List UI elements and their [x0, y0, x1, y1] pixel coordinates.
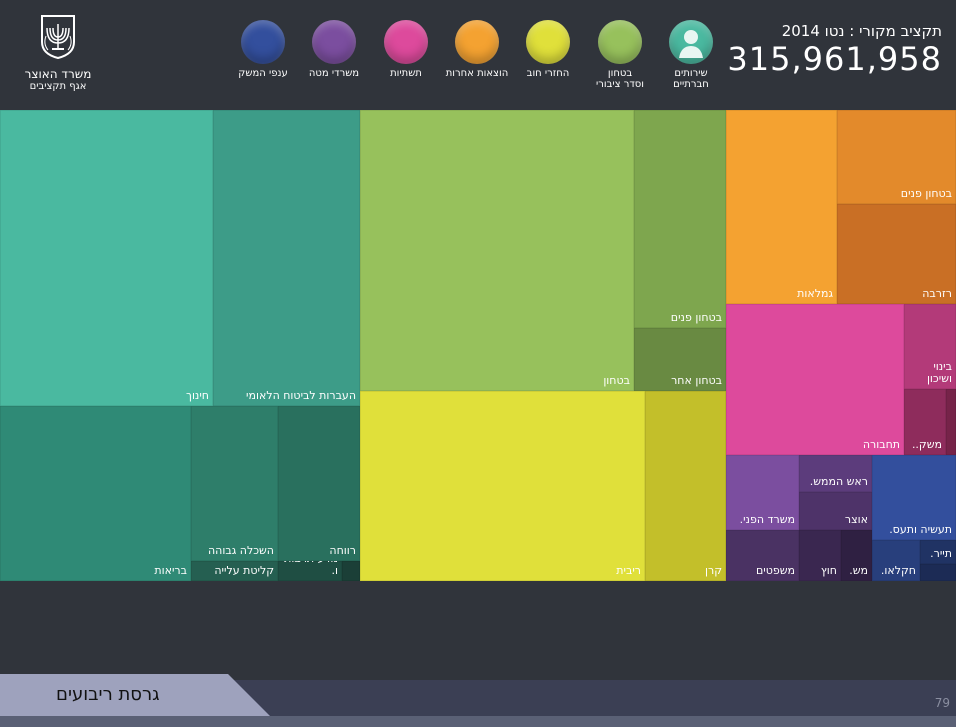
treemap-cell-12[interactable]: קרן	[645, 391, 726, 581]
legend-item-4[interactable]: תשתיות	[364, 20, 448, 79]
treemap-cell-15[interactable]: רזרבה	[837, 204, 956, 304]
treemap-cell-label-22: אוצר	[844, 513, 868, 526]
treemap-cell-18[interactable]: משק..	[904, 389, 946, 455]
legend-label-2: החזרי חוב	[526, 68, 570, 79]
budget-treemap: חינוך העברות לביטוח הלאומי בריאות השכלה גבו…	[0, 110, 956, 581]
treemap-cell-22[interactable]: אוצר	[799, 492, 872, 530]
treemap-cell-label-18: משק..	[911, 438, 942, 451]
treemap-cell-label-13: גמלאות	[797, 287, 833, 300]
department-name: אגף תקציבים	[29, 81, 87, 92]
legend-dot-5[interactable]	[312, 20, 356, 64]
treemap-cell-5[interactable]: רווחה	[278, 406, 360, 561]
treemap-cell-label-17: בינוי ושיכון	[926, 360, 952, 385]
menorah-emblem-icon	[41, 15, 75, 60]
treemap-cell-label-9: בטחון פנים	[670, 311, 722, 324]
treemap-cell-label-28: חקלאו.	[880, 564, 916, 577]
treemap-cell-label-12: קרן	[704, 564, 722, 577]
treemap-cell-label-21: ראש הממש.	[809, 475, 868, 488]
ministry-name: משרד האוצר	[24, 67, 92, 81]
treemap-cell-label-25: מש.	[849, 564, 868, 577]
treemap-cell-label-0: חינוך	[186, 389, 209, 402]
bottom-strip	[0, 716, 956, 727]
treemap-cell-27[interactable]: תעשיה ותעס.	[872, 455, 956, 540]
treemap-cell-21[interactable]: ראש הממש.	[799, 455, 872, 492]
treemap-cell-28[interactable]: חקלאו.	[872, 540, 920, 581]
treemap-cell-2[interactable]: בריאות	[0, 406, 191, 581]
treemap-cell-1[interactable]: העברות לביטוח הלאומי	[213, 110, 360, 406]
treemap-cell-label-14: בטחון פנים	[900, 187, 952, 200]
treemap-cell-16[interactable]: תחבורה	[726, 304, 904, 455]
legend-label-3: הוצאות אחרות	[445, 68, 509, 79]
legend-label-0: שירותים חברתיים	[673, 68, 709, 90]
treemap-cell-label-24: חוץ	[820, 564, 837, 577]
legend-label-4: תשתיות	[390, 68, 422, 79]
treemap-cell-10[interactable]: בטחון אחר	[634, 328, 726, 391]
treemap-cell-label-16: תחבורה	[862, 438, 900, 451]
treemap-cell-label-10: בטחון אחר	[671, 374, 722, 387]
treemap-cell-11[interactable]: ריבית	[360, 391, 645, 581]
person-icon	[679, 30, 703, 58]
legend-label-5: משרדי מטה	[308, 68, 360, 79]
treemap-cell-3[interactable]: השכלה גבוהה	[191, 406, 278, 561]
treemap-cell-30[interactable]	[920, 564, 956, 581]
treemap-cell-label-1: העברות לביטוח הלאומי	[246, 389, 356, 402]
treemap-cell-7[interactable]	[342, 561, 360, 581]
footer-tab-shape	[0, 674, 270, 716]
treemap-cell-label-20: משרד הפני.	[739, 513, 795, 526]
legend-item-2[interactable]: החזרי חוב	[506, 20, 590, 79]
treemap-cell-4[interactable]: קליטת עלייה	[191, 561, 278, 581]
treemap-cell-8[interactable]: בטחון	[360, 110, 634, 391]
legend-item-5[interactable]: משרדי מטה	[292, 20, 376, 79]
treemap-cell-19[interactable]	[946, 389, 956, 455]
legend-dot-6[interactable]	[241, 20, 285, 64]
legend-item-1[interactable]: בטחון וסדר ציבורי	[578, 20, 662, 90]
treemap-cell-0[interactable]: חינוך	[0, 110, 213, 406]
treemap-cell-25[interactable]: מש.	[841, 530, 872, 581]
treemap-cell-20[interactable]: משרד הפני.	[726, 455, 799, 530]
header: משרד האוצר אגף תקציבים שירותים חברתיים בט…	[0, 0, 956, 110]
page-number: 79	[934, 696, 950, 710]
treemap-cell-29[interactable]: תייר.	[920, 540, 956, 564]
treemap-cell-6[interactable]: מדע תרבות ו.	[278, 561, 342, 581]
treemap-cell-14[interactable]: בטחון פנים	[837, 110, 956, 204]
treemap-cell-label-11: ריבית	[616, 564, 641, 577]
treemap-cell-label-3: השכלה גבוהה	[208, 544, 274, 557]
legend-dot-2[interactable]	[526, 20, 570, 64]
treemap-cell-label-2: בריאות	[154, 564, 187, 577]
legend-dot-1[interactable]	[598, 20, 642, 64]
legend-item-3[interactable]: הוצאות אחרות	[435, 20, 519, 79]
legend-dot-3[interactable]	[455, 20, 499, 64]
treemap-cell-label-5: רווחה	[329, 544, 356, 557]
treemap-cell-13[interactable]: גמלאות	[726, 110, 837, 304]
treemap-cell-24[interactable]: חוץ	[799, 530, 841, 581]
treemap-cell-label-23: משפטים	[755, 564, 795, 577]
treemap-cell-9[interactable]: בטחון פנים	[634, 110, 726, 328]
treemap-cell-label-29: תייר.	[930, 547, 952, 560]
version-title[interactable]: גרסת ריבועים	[56, 684, 160, 705]
ministry-logo: משרד האוצר אגף תקציבים	[20, 14, 96, 92]
treemap-cell-label-27: תעשיה ותעס.	[889, 523, 952, 536]
legend-label-6: ענפי המשק	[238, 68, 288, 79]
budget-summary: תקציב מקורי : נטו 2014 315,961,958	[727, 22, 942, 78]
budget-total: 315,961,958	[727, 40, 942, 78]
treemap-cell-17[interactable]: בינוי ושיכון	[904, 304, 956, 389]
treemap-cell-label-8: בטחון	[603, 374, 630, 387]
legend-item-0[interactable]: שירותים חברתיים	[649, 20, 733, 90]
treemap-cell-label-4: קליטת עלייה	[214, 564, 274, 577]
legend-dot-0[interactable]	[669, 20, 713, 64]
treemap-cell-label-15: רזרבה	[922, 287, 952, 300]
legend-dot-4[interactable]	[384, 20, 428, 64]
budget-label: תקציב מקורי : נטו 2014	[781, 22, 942, 40]
treemap-cell-23[interactable]: משפטים	[726, 530, 799, 581]
treemap-cell-label-6: מדע תרבות ו.	[284, 561, 338, 577]
legend-item-6[interactable]: ענפי המשק	[221, 20, 305, 79]
category-legend: שירותים חברתיים בטחון וסדר ציבורי החזרי חו…	[0, 20, 956, 100]
legend-label-1: בטחון וסדר ציבורי	[595, 68, 645, 90]
